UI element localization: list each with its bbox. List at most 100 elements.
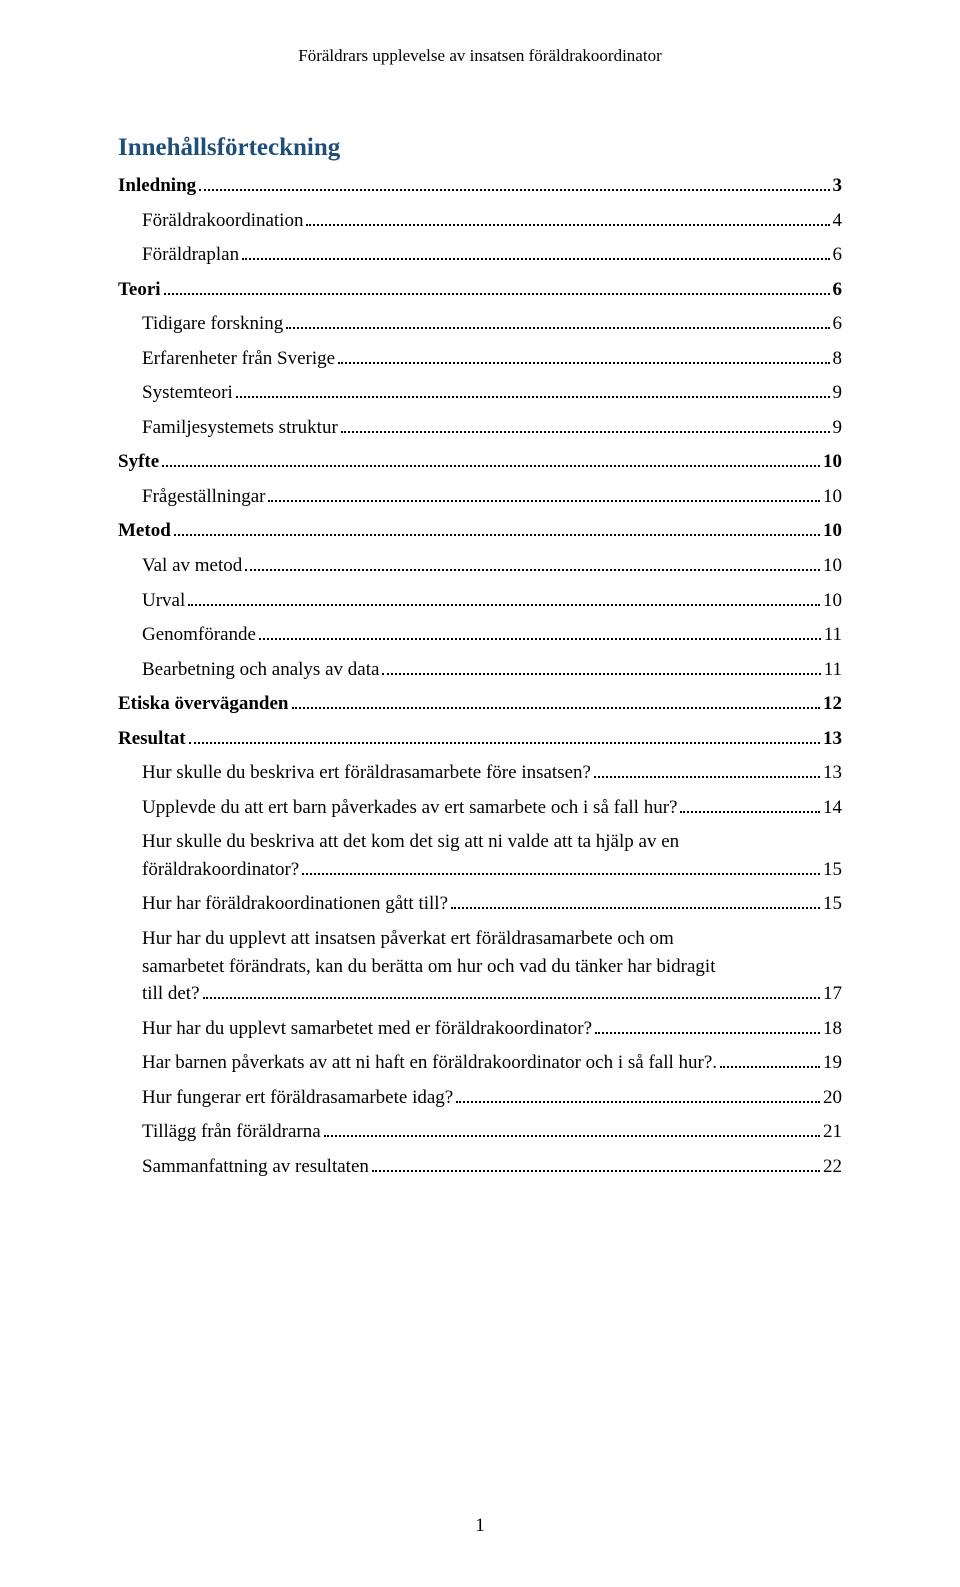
toc-entry[interactable]: Hur har du upplevt att insatsen påverkat…	[118, 925, 842, 1008]
toc-entry-page: 10	[823, 517, 842, 545]
toc-entry[interactable]: Erfarenheter från Sverige 8	[118, 345, 842, 373]
toc-entry-label: Genomförande	[142, 621, 256, 649]
toc-entry-page: 21	[823, 1118, 842, 1146]
toc-entry-page: 4	[833, 207, 843, 235]
toc-entry-page: 19	[823, 1049, 842, 1077]
toc-entry-label: Metod	[118, 517, 171, 545]
toc-entry-page: 14	[823, 794, 842, 822]
toc-entry-label: Etiska överväganden	[118, 690, 289, 718]
toc-entry-label: Har barnen påverkats av att ni haft en f…	[142, 1049, 717, 1077]
table-of-contents: Inledning3 Föräldrakoordination4 Föräldrap…	[118, 172, 842, 1180]
toc-leader-dots	[372, 1157, 820, 1172]
toc-leader-dots	[259, 625, 821, 640]
toc-leader-dots	[302, 860, 820, 875]
toc-entry-page: 17	[823, 980, 842, 1008]
toc-entry-page: 12	[823, 690, 842, 718]
toc-entry-label: Systemteori	[142, 379, 233, 407]
toc-entry[interactable]: Urval10	[118, 587, 842, 615]
toc-entry[interactable]: Frågeställningar 10	[118, 483, 842, 511]
toc-entry-label: Hur har föräldrakoordinationen gått till…	[142, 890, 448, 918]
toc-leader-dots	[189, 729, 820, 744]
toc-leader-dots	[341, 418, 830, 433]
toc-entry-label: Bearbetning och analys av data	[142, 656, 379, 684]
toc-entry-label: Tidigare forskning	[142, 310, 283, 338]
toc-entry[interactable]: Resultat13	[118, 725, 842, 753]
toc-entry-page: 9	[833, 379, 843, 407]
toc-entry-label: föräldrakoordinator?	[142, 856, 299, 884]
toc-leader-dots	[242, 245, 829, 260]
toc-leader-dots	[595, 1018, 820, 1033]
toc-leader-dots	[451, 894, 820, 909]
toc-leader-dots	[199, 176, 829, 191]
toc-entry[interactable]: Hur fungerar ert föräldrasamarbete idag?…	[118, 1084, 842, 1112]
toc-entry[interactable]: Val av metod 10	[118, 552, 842, 580]
toc-leader-dots	[174, 521, 820, 536]
toc-leader-dots	[306, 210, 829, 225]
toc-entry-label: Hur fungerar ert föräldrasamarbete idag?	[142, 1084, 453, 1112]
toc-entry-page: 13	[823, 759, 842, 787]
toc-leader-dots	[268, 487, 820, 502]
toc-entry-label: Frågeställningar	[142, 483, 265, 511]
toc-leader-dots	[382, 659, 820, 674]
toc-entry-page: 20	[823, 1084, 842, 1112]
toc-leader-dots	[680, 798, 820, 813]
toc-entry-label: Hur har du upplevt samarbetet med er för…	[142, 1015, 592, 1043]
toc-leader-dots	[292, 694, 821, 709]
toc-leader-dots	[236, 383, 830, 398]
toc-entry[interactable]: Syfte10	[118, 448, 842, 476]
toc-entry[interactable]: Upplevde du att ert barn påverkades av e…	[118, 794, 842, 822]
toc-entry[interactable]: Bearbetning och analys av data11	[118, 656, 842, 684]
toc-entry-label: Sammanfattning av resultaten	[142, 1153, 369, 1181]
toc-entry-label: samarbetet förändrats, kan du berätta om…	[142, 953, 842, 981]
toc-entry[interactable]: Har barnen påverkats av att ni haft en f…	[118, 1049, 842, 1077]
toc-entry[interactable]: Teori 6	[118, 276, 842, 304]
toc-entry-page: 10	[823, 448, 842, 476]
toc-leader-dots	[720, 1053, 820, 1068]
toc-entry[interactable]: Hur skulle du beskriva att det kom det s…	[118, 828, 842, 883]
toc-entry-page: 10	[823, 587, 842, 615]
toc-entry[interactable]: Hur skulle du beskriva ert föräldrasamar…	[118, 759, 842, 787]
toc-leader-dots	[162, 452, 820, 467]
toc-leader-dots	[188, 590, 820, 605]
toc-entry[interactable]: Tidigare forskning 6	[118, 310, 842, 338]
toc-title: Innehållsförteckning	[118, 134, 842, 162]
toc-leader-dots	[245, 556, 820, 571]
toc-entry-page: 6	[833, 310, 843, 338]
toc-entry-page: 13	[823, 725, 842, 753]
toc-entry-label: Teori	[118, 276, 161, 304]
toc-entry-page: 18	[823, 1015, 842, 1043]
toc-entry-label: Familjesystemets struktur	[142, 414, 338, 442]
toc-entry[interactable]: Inledning3	[118, 172, 842, 200]
toc-entry[interactable]: Hur har du upplevt samarbetet med er för…	[118, 1015, 842, 1043]
toc-entry-page: 3	[833, 172, 843, 200]
page-container: Föräldrars upplevelse av insatsen föräld…	[0, 0, 960, 1180]
toc-entry-label: Upplevde du att ert barn påverkades av e…	[142, 794, 677, 822]
toc-entry-page: 8	[833, 345, 843, 373]
toc-entry-page: 15	[823, 856, 842, 884]
toc-entry-page: 10	[823, 552, 842, 580]
toc-entry[interactable]: Systemteori 9	[118, 379, 842, 407]
toc-entry-label: Tillägg från föräldrarna	[142, 1118, 321, 1146]
toc-entry[interactable]: Hur har föräldrakoordinationen gått till…	[118, 890, 842, 918]
toc-entry-label: Hur skulle du beskriva att det kom det s…	[142, 828, 842, 856]
toc-entry[interactable]: Föräldrakoordination4	[118, 207, 842, 235]
toc-leader-dots	[164, 279, 830, 294]
toc-entry[interactable]: Sammanfattning av resultaten 22	[118, 1153, 842, 1181]
toc-leader-dots	[203, 984, 820, 999]
toc-entry-label: Erfarenheter från Sverige	[142, 345, 335, 373]
toc-entry-page: 6	[833, 276, 843, 304]
toc-leader-dots	[338, 349, 829, 364]
toc-entry[interactable]: Föräldraplan6	[118, 241, 842, 269]
toc-entry-page: 10	[823, 483, 842, 511]
toc-entry-label: Val av metod	[142, 552, 242, 580]
toc-entry[interactable]: Metod 10	[118, 517, 842, 545]
toc-entry-page: 15	[823, 890, 842, 918]
toc-entry-page: 22	[823, 1153, 842, 1181]
toc-entry[interactable]: Genomförande11	[118, 621, 842, 649]
toc-leader-dots	[594, 763, 820, 778]
toc-entry[interactable]: Etiska överväganden 12	[118, 690, 842, 718]
toc-entry-label: Föräldraplan	[142, 241, 239, 269]
toc-entry[interactable]: Tillägg från föräldrarna 21	[118, 1118, 842, 1146]
toc-entry[interactable]: Familjesystemets struktur9	[118, 414, 842, 442]
toc-entry-label: till det?	[142, 980, 200, 1008]
